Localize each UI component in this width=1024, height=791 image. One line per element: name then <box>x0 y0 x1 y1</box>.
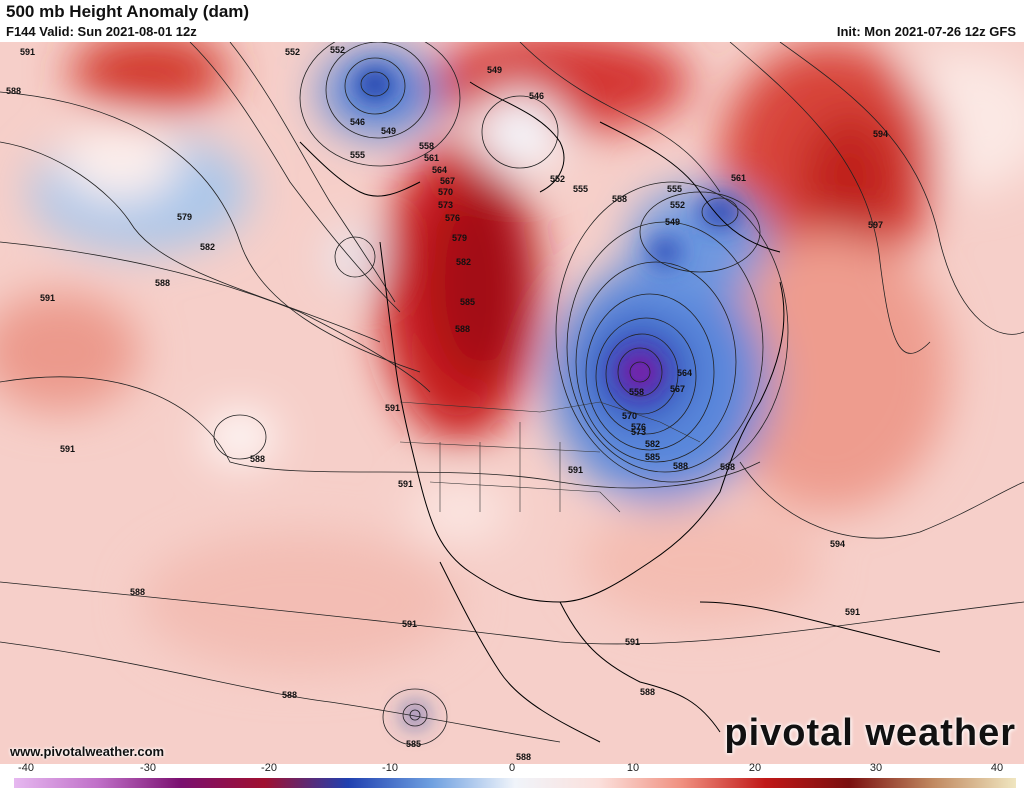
contour-label: 585 <box>645 452 660 462</box>
contour-label: 582 <box>456 257 471 267</box>
contour-label: 579 <box>452 233 467 243</box>
contour-label: 561 <box>424 153 439 163</box>
contour-label: 588 <box>455 324 470 334</box>
contour-label: 582 <box>200 242 215 252</box>
contour-label: 591 <box>60 444 75 454</box>
contour-label: 588 <box>673 461 688 471</box>
contour-label: 591 <box>625 637 640 647</box>
map-title: 500 mb Height Anomaly (dam) <box>6 2 250 21</box>
contour-label: 555 <box>573 184 588 194</box>
colorbar-tick: 40 <box>990 762 1004 774</box>
colorbar-tick: 0 <box>508 762 516 774</box>
contour-label: 546 <box>529 91 544 101</box>
contour-label: 570 <box>622 411 637 421</box>
colorbar <box>14 778 1016 788</box>
contour-label: 549 <box>381 126 396 136</box>
contour-label: 588 <box>282 690 297 700</box>
contour-label: 588 <box>640 687 655 697</box>
contour-label: 555 <box>350 150 365 160</box>
colorbar-tick: 10 <box>626 762 640 774</box>
contour-label: 576 <box>445 213 460 223</box>
contour-label: 570 <box>438 187 453 197</box>
contour-label: 582 <box>645 439 660 449</box>
colorbar-tick: -40 <box>18 762 34 774</box>
contour-label: 561 <box>731 173 746 183</box>
contour-label: 573 <box>438 200 453 210</box>
coastlines <box>299 81 941 743</box>
contour-label: 567 <box>440 176 455 186</box>
contour-label: 546 <box>350 117 365 127</box>
contour-label: 552 <box>670 200 685 210</box>
website-credit: www.pivotalweather.com <box>10 744 165 759</box>
contour-label: 549 <box>487 65 502 75</box>
colorbar-tick: 20 <box>748 762 762 774</box>
contour-label: 585 <box>460 297 475 307</box>
contour-label: 573 <box>631 427 646 437</box>
contour-label: 588 <box>720 462 735 472</box>
contour-label: 588 <box>130 587 145 597</box>
contour-label: 576 <box>631 422 646 432</box>
colorbar-tick: -10 <box>382 762 398 774</box>
contour-label: 564 <box>677 368 692 378</box>
contour-label: 552 <box>285 47 300 57</box>
contour-label: 591 <box>398 479 413 489</box>
anomaly-shading <box>0 42 1024 672</box>
contour-label: 594 <box>830 539 845 549</box>
contour-label: 588 <box>155 278 170 288</box>
borders <box>399 401 701 513</box>
height-contours <box>0 42 1024 746</box>
contour-label: 552 <box>550 174 565 184</box>
anomaly-cores <box>357 68 740 725</box>
map-svg: 552 552 546 549 555 549 546 552 555 558 … <box>0 42 1024 764</box>
anomaly-map: 552 552 546 549 555 549 546 552 555 558 … <box>0 42 1024 764</box>
colorbar-tick: -20 <box>261 762 277 774</box>
contour-label: 585 <box>406 739 421 749</box>
contour-label: 597 <box>868 220 883 230</box>
contour-label: 558 <box>629 387 644 397</box>
brand-logo: pivotal weather <box>724 712 1016 754</box>
contour-label: 591 <box>385 403 400 413</box>
init-time: Init: Mon 2021-07-26 12z GFS <box>836 24 1016 39</box>
contour-labels: 552 552 546 549 555 549 546 552 555 558 … <box>6 45 888 762</box>
contour-label: 591 <box>402 619 417 629</box>
contour-label: 564 <box>432 165 447 175</box>
contour-label: 588 <box>250 454 265 464</box>
contour-label: 591 <box>568 465 583 475</box>
colorbar-tick: 30 <box>869 762 883 774</box>
contour-label: 558 <box>612 194 627 204</box>
contour-label: 591 <box>20 47 35 57</box>
contour-label: 591 <box>845 607 860 617</box>
contour-label: 558 <box>419 141 434 151</box>
contour-label: 549 <box>665 217 680 227</box>
contour-label: 552 <box>330 45 345 55</box>
contour-label: 591 <box>40 293 55 303</box>
valid-time: F144 Valid: Sun 2021-08-01 12z <box>6 24 197 39</box>
contour-label: 555 <box>667 184 682 194</box>
contour-label: 594 <box>873 129 888 139</box>
contour-label: 567 <box>670 384 685 394</box>
colorbar-tick: -30 <box>140 762 156 774</box>
contour-label: 588 <box>6 86 21 96</box>
contour-label: 588 <box>516 752 531 762</box>
contour-label: 579 <box>177 212 192 222</box>
